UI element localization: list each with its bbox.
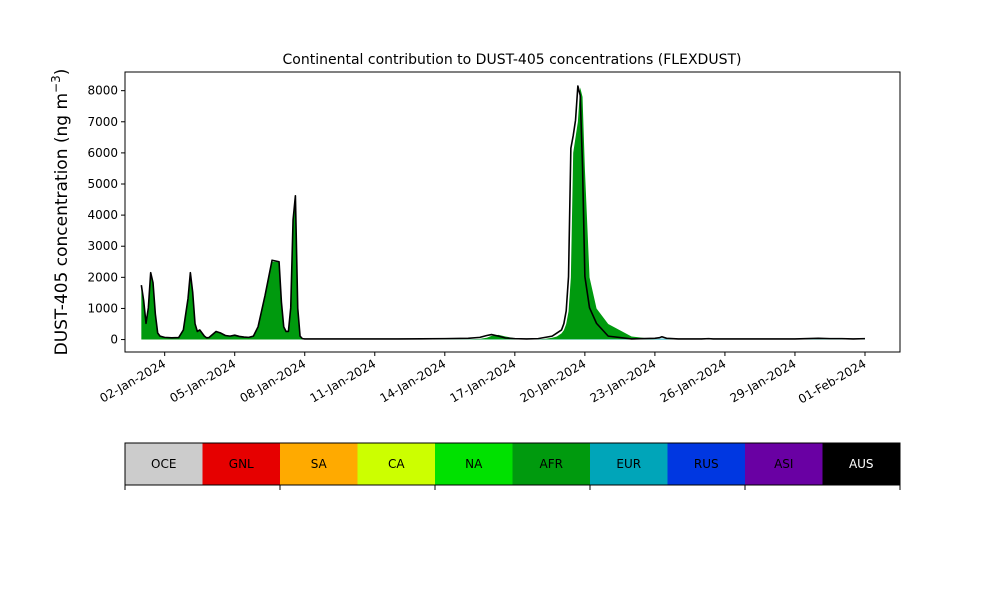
- colorbar-label-afr: AFR: [540, 457, 563, 471]
- total-outline-line: [140, 85, 866, 340]
- colorbar-label-sa: SA: [311, 457, 328, 471]
- y-axis: 0 1000 2000 3000 4000 5000 6000 7000 8000: [87, 84, 125, 347]
- y-tick-label: 7000: [87, 115, 118, 129]
- colorbar-swatch-na: [435, 443, 513, 485]
- colorbar-swatch-rus: [667, 443, 745, 485]
- colorbar-swatch-gnl: [202, 443, 280, 485]
- colorbar-swatch-eur: [590, 443, 668, 485]
- colorbar-label-gnl: GNL: [229, 457, 254, 471]
- y-tick-label: 3000: [87, 239, 118, 253]
- y-tick-label: 1000: [87, 301, 118, 315]
- y-tick-label: 5000: [87, 177, 118, 191]
- colorbar-swatch-aus: [822, 443, 900, 485]
- colorbar-label-oce: OCE: [151, 457, 176, 471]
- y-axis-label-close: ): [52, 69, 72, 76]
- colorbar-label-aus: AUS: [849, 457, 874, 471]
- colorbar-swatch-ca: [357, 443, 435, 485]
- y-tick-label: 0: [110, 333, 118, 347]
- y-tick-label: 4000: [87, 208, 118, 222]
- y-tick-label: 8000: [87, 84, 118, 98]
- y-tick-label: 6000: [87, 146, 118, 160]
- colorbar-label-na: NA: [465, 457, 483, 471]
- colorbar-label-eur: EUR: [616, 457, 641, 471]
- colorbar-swatch-afr: [512, 443, 590, 485]
- colorbar-label-rus: RUS: [694, 457, 719, 471]
- plot-area: [140, 85, 866, 340]
- plot-frame: [124, 71, 901, 353]
- colorbar-swatch-sa: [280, 443, 358, 485]
- colorbar-label-ca: CA: [388, 457, 405, 471]
- y-axis-label: DUST-405 concentration (ng m−3): [49, 69, 72, 356]
- colorbar-label-asi: ASI: [774, 457, 793, 471]
- y-axis-label-text: DUST-405 concentration (ng m: [52, 93, 72, 355]
- y-axis-label-superscript: −3: [49, 75, 63, 93]
- region-colorbar: OCE GNL SA CA NA AFR EUR RUS ASI AUS: [124, 442, 901, 490]
- colorbar-swatch-asi: [745, 443, 823, 485]
- colorbar-swatch-oce: [125, 443, 203, 485]
- colorbar-frame: [124, 442, 901, 486]
- chart-title: Continental contribution to DUST-405 con…: [283, 52, 742, 68]
- y-tick-label: 2000: [87, 270, 118, 284]
